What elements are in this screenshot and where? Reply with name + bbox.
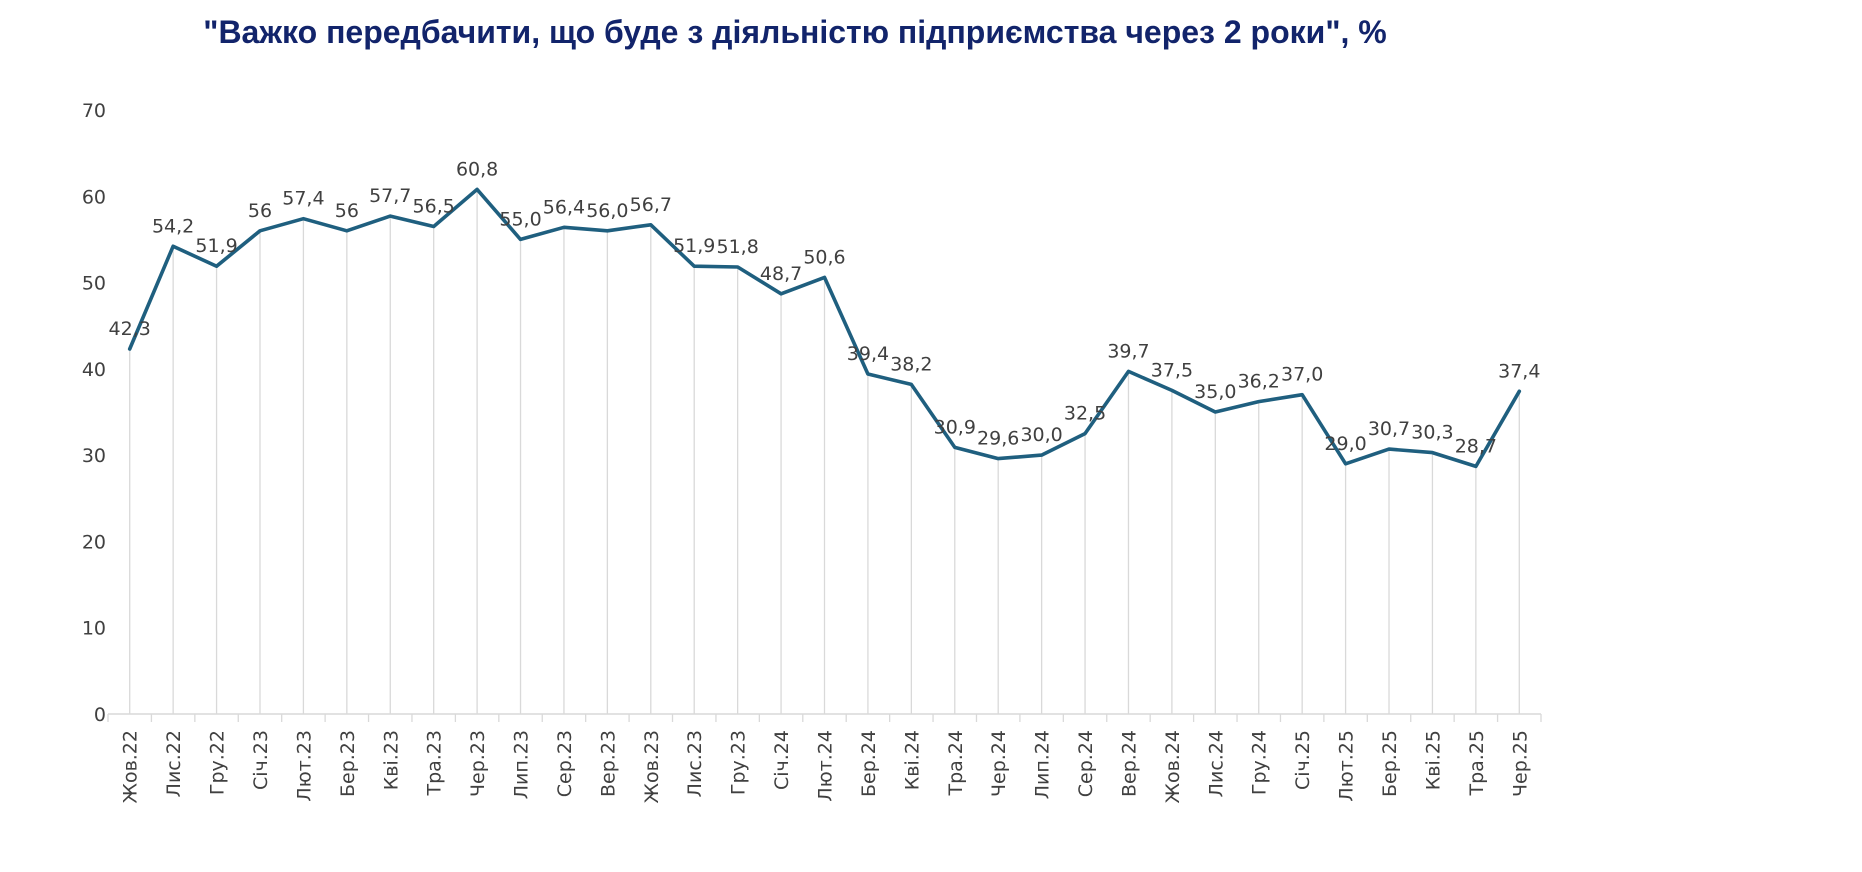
data-label: 38,2 <box>890 353 932 375</box>
data-label: 37,4 <box>1498 360 1540 382</box>
x-axis-ticks <box>107 714 1542 722</box>
data-label: 35,0 <box>1194 381 1236 403</box>
x-tick-label: Лют.24 <box>815 730 837 802</box>
data-label: 55,0 <box>499 208 541 230</box>
x-tick-label: Чер.25 <box>1509 730 1531 797</box>
x-tick-label: Чер.24 <box>988 730 1010 797</box>
x-tick-label: Січ.24 <box>771 730 793 790</box>
x-tick-label: Тра.23 <box>424 730 446 797</box>
x-tick-label: Лис.22 <box>163 730 185 797</box>
data-label: 42,3 <box>109 318 151 340</box>
data-label: 54,2 <box>152 215 194 237</box>
x-tick-label: Лют.25 <box>1336 730 1358 802</box>
y-tick-label: 60 <box>82 186 106 208</box>
x-tick-label: Кві.23 <box>380 730 402 790</box>
data-label: 56 <box>248 200 272 222</box>
gridlines <box>129 189 1520 714</box>
data-label: 57,7 <box>369 185 411 207</box>
chart-title: "Важко передбачити, що буде з діяльністю… <box>203 14 1387 50</box>
y-tick-label: 70 <box>82 100 106 122</box>
data-label: 39,7 <box>1107 340 1149 362</box>
x-tick-label: Вер.24 <box>1118 730 1140 797</box>
x-axis-labels: Жов.22 Лис.22 Гру.22 Січ.23 Лют.23 Бер.23 Кві.… <box>120 730 1532 804</box>
data-label: 37,0 <box>1281 364 1323 386</box>
data-label: 39,4 <box>847 343 889 365</box>
data-label: 30,9 <box>934 416 976 438</box>
data-label: 30,0 <box>1020 424 1062 446</box>
x-tick-label: Сер.23 <box>554 730 576 797</box>
data-label: 56,0 <box>586 200 628 222</box>
y-tick-label: 30 <box>82 445 106 467</box>
data-label: 56,5 <box>413 195 455 217</box>
data-label: 51,8 <box>716 236 758 258</box>
x-tick-label: Кві.24 <box>901 730 923 790</box>
y-tick-label: 10 <box>82 618 106 640</box>
y-tick-label: 40 <box>82 359 106 381</box>
data-label: 36,2 <box>1238 371 1280 393</box>
data-label: 32,5 <box>1064 403 1106 425</box>
x-tick-label: Тра.25 <box>1466 730 1488 797</box>
x-tick-label: Чер.23 <box>467 730 489 797</box>
data-label: 29,6 <box>977 428 1019 450</box>
x-tick-label: Жов.23 <box>641 730 663 804</box>
data-label: 28,7 <box>1455 435 1497 457</box>
y-axis: 0 10 20 30 40 50 60 70 <box>82 100 106 726</box>
data-label: 56,4 <box>543 196 585 218</box>
x-tick-label: Лис.24 <box>1205 730 1227 797</box>
x-tick-label: Вер.23 <box>597 730 619 797</box>
data-label: 29,0 <box>1324 433 1366 455</box>
data-label: 48,7 <box>760 263 802 285</box>
x-tick-label: Січ.23 <box>250 730 272 790</box>
x-tick-label: Бер.25 <box>1379 730 1401 797</box>
x-tick-label: Лип.23 <box>511 730 533 799</box>
data-label: 56,7 <box>630 194 672 216</box>
x-tick-label: Кві.25 <box>1422 730 1444 790</box>
x-tick-label: Лип.24 <box>1032 730 1054 799</box>
x-tick-label: Сер.24 <box>1075 730 1097 797</box>
data-label: 30,3 <box>1411 422 1453 444</box>
x-tick-label: Гру.23 <box>728 730 750 795</box>
data-label: 60,8 <box>456 158 498 180</box>
x-tick-label: Гру.22 <box>207 730 229 795</box>
x-tick-label: Жов.24 <box>1162 730 1184 804</box>
data-label: 51,9 <box>195 235 237 257</box>
data-label: 51,9 <box>673 235 715 257</box>
x-tick-label: Гру.24 <box>1249 730 1271 795</box>
x-tick-label: Жов.22 <box>120 730 142 804</box>
x-tick-label: Бер.24 <box>858 730 880 797</box>
series-line <box>127 187 1522 469</box>
x-tick-label: Лют.23 <box>293 730 315 802</box>
data-label: 56 <box>335 200 359 222</box>
x-tick-label: Тра.24 <box>945 730 967 797</box>
data-label: 57,4 <box>282 188 324 210</box>
y-tick-label: 20 <box>82 531 106 553</box>
y-tick-label: 50 <box>82 273 106 295</box>
data-label: 37,5 <box>1151 359 1193 381</box>
x-tick-label: Бер.23 <box>337 730 359 797</box>
x-tick-label: Січ.25 <box>1292 730 1314 790</box>
x-tick-label: Лис.23 <box>684 730 706 797</box>
data-label: 30,7 <box>1368 418 1410 440</box>
y-tick-label: 0 <box>94 704 106 726</box>
data-label: 50,6 <box>803 246 845 268</box>
